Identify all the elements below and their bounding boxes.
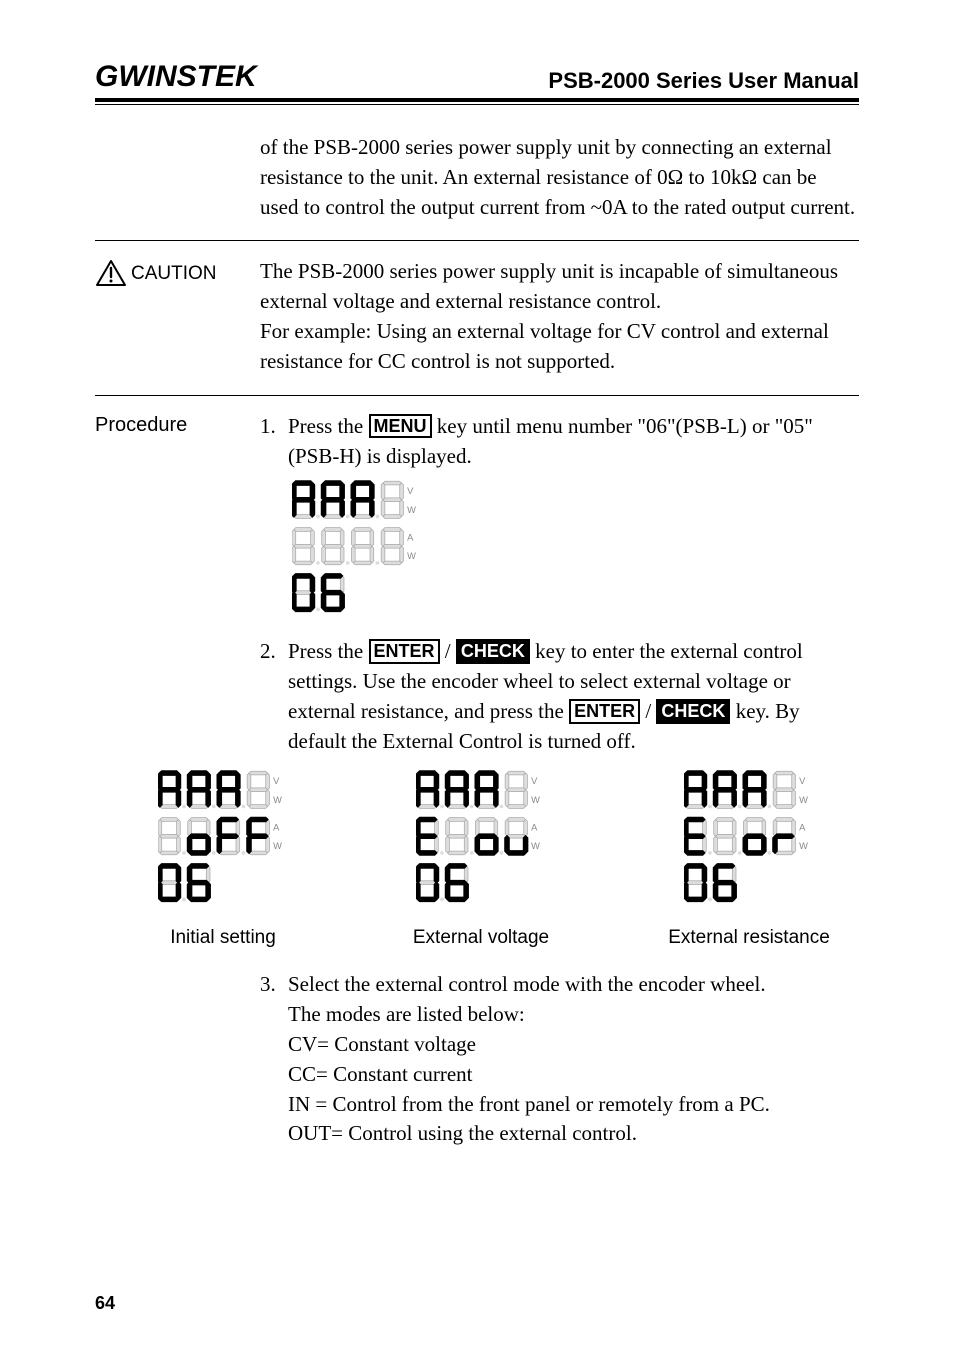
enter-key-2: ENTER — [569, 699, 640, 724]
disp-initial-label: Initial setting — [123, 925, 323, 952]
brand-logo: GWINSTEK — [95, 60, 257, 94]
step-1-display — [292, 479, 859, 619]
disp-voltage-label: External voltage — [371, 925, 591, 952]
caution-row: CAUTION The PSB-2000 series power supply… — [95, 257, 859, 376]
enter-key: ENTER — [369, 639, 440, 664]
intro-left-spacer — [95, 133, 260, 135]
display-row: Initial setting External voltage Externa… — [123, 769, 859, 953]
header-rule — [95, 104, 859, 105]
s2-p1: Press the — [288, 639, 369, 663]
step-2-body: Press the ENTER / CHECK key to enter the… — [288, 637, 859, 952]
caution-left: CAUTION — [95, 257, 260, 287]
divider — [95, 395, 859, 396]
disp-resistance: External resistance — [639, 769, 859, 953]
procedure-label: Procedure — [95, 412, 260, 437]
step-1: 1. Press the MENU key until menu number … — [260, 412, 859, 632]
step-2: 2. Press the ENTER / CHECK key to enter … — [260, 637, 859, 952]
step-1-text-a: Press the — [288, 414, 369, 438]
page-number: 64 — [95, 1293, 115, 1314]
s2-slash1: / — [440, 639, 456, 663]
manual-title: PSB-2000 Series User Manual — [548, 68, 859, 94]
disp-resistance-label: External resistance — [639, 925, 859, 952]
menu-key: MENU — [369, 414, 432, 439]
procedure-body: 1. Press the MENU key until menu number … — [260, 412, 859, 1156]
procedure-row: Procedure 1. Press the MENU key until me… — [95, 412, 859, 1156]
s2-slash2: / — [640, 699, 656, 723]
caution-icon — [95, 259, 127, 287]
step-3-num: 3. — [260, 970, 288, 1000]
check-key-2: CHECK — [656, 699, 730, 724]
step-1-num: 1. — [260, 412, 288, 442]
divider — [95, 240, 859, 241]
caution-label: CAUTION — [131, 259, 217, 285]
check-key: CHECK — [456, 639, 530, 664]
step-3: 3. Select the external control mode with… — [260, 970, 859, 1149]
step-1-body: Press the MENU key until menu number "06… — [288, 412, 859, 632]
step-3-body: Select the external control mode with th… — [288, 970, 859, 1149]
disp-voltage: External voltage — [371, 769, 591, 953]
page-header: GWINSTEK PSB-2000 Series User Manual — [95, 60, 859, 102]
step-2-num: 2. — [260, 637, 288, 667]
disp-initial: Initial setting — [123, 769, 323, 953]
intro-text: of the PSB-2000 series power supply unit… — [260, 133, 859, 222]
intro-row: of the PSB-2000 series power supply unit… — [95, 133, 859, 222]
caution-text: The PSB-2000 series power supply unit is… — [260, 257, 859, 376]
